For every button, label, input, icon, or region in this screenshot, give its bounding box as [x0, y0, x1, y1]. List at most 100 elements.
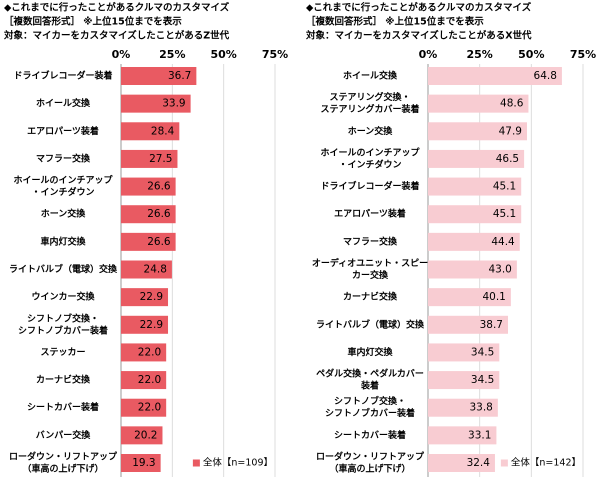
x-tick-label: 75% — [262, 48, 288, 61]
category-label: カーナビ交換 — [36, 374, 91, 386]
category-label: 装着 — [360, 380, 379, 392]
bar — [428, 94, 529, 113]
category-label: ペダル交換・ペダルカバー — [316, 368, 424, 380]
value-label: 20.2 — [134, 429, 157, 441]
value-label: 46.5 — [496, 153, 519, 165]
x-tick-label: 50% — [518, 48, 544, 61]
bar — [121, 232, 176, 251]
category-label: ステアリング交換・ — [329, 91, 410, 103]
category-label: ・インチダウン — [31, 186, 94, 198]
x-tick-label: 0% — [112, 48, 131, 61]
legend-label: 全体【n=142】 — [511, 457, 581, 469]
chart-subtitle: ［複数回答形式］ ※上位15位までを表示 — [4, 16, 182, 28]
bar — [428, 205, 522, 224]
value-label: 34.5 — [471, 374, 494, 386]
category-label: オーディオユニット・スピー — [312, 257, 428, 269]
bar — [121, 67, 197, 85]
bar — [428, 343, 500, 362]
category-label: エアロパーツ装着 — [27, 125, 99, 137]
bar — [428, 454, 495, 472]
bar — [428, 315, 508, 334]
legend-swatch — [192, 459, 200, 467]
chart-title: ◆これまでに行ったことがあるクルマのカスタマイズ — [306, 2, 532, 14]
category-label: シートカバー装着 — [27, 401, 99, 413]
value-label: 22.0 — [138, 374, 161, 386]
value-label: 40.1 — [482, 291, 505, 303]
bar — [121, 149, 178, 168]
category-label: ホイール交換 — [36, 97, 91, 109]
category-label: シフトノブカバー装着 — [325, 407, 415, 419]
chart-title: ◆これまでに行ったことがあるクルマのカスタマイズ — [4, 2, 230, 14]
bar — [428, 398, 498, 417]
x-tick-label: 0% — [419, 48, 438, 61]
value-label: 33.9 — [162, 98, 185, 110]
bar — [121, 371, 167, 390]
bar — [121, 426, 163, 445]
bar — [428, 177, 522, 196]
value-label: 45.1 — [493, 181, 516, 193]
value-label: 19.3 — [132, 457, 155, 469]
bar — [428, 288, 511, 307]
category-label: カー交換 — [352, 269, 389, 281]
bar — [121, 288, 169, 307]
category-label: 車内灯交換 — [40, 235, 86, 247]
chart-subtitle: 対象：マイカーをカスタマイズしたことがあるX世代 — [305, 30, 532, 42]
category-label: （車高の上げ下げ） — [22, 463, 103, 475]
legend-label: 全体【n=109】 — [203, 457, 273, 469]
bar — [121, 177, 176, 196]
value-label: 24.8 — [144, 264, 167, 276]
category-label: シフトノブ交換・ — [334, 395, 406, 407]
value-label: 22.9 — [140, 291, 163, 303]
x-tick-label: 75% — [570, 48, 596, 61]
bar — [428, 232, 520, 251]
value-label: 38.7 — [480, 319, 503, 331]
category-label: シフトノブ交換・ — [27, 312, 99, 324]
bar — [121, 454, 161, 472]
bar — [121, 260, 172, 279]
category-label: シフトノブカバー装着 — [18, 324, 108, 336]
category-label: 車内灯交換 — [347, 346, 393, 358]
category-label: ステアリングカバー装着 — [320, 103, 419, 115]
category-label: シートカバー装着 — [334, 429, 406, 441]
category-label: マフラー交換 — [36, 152, 91, 164]
value-label: 33.1 — [468, 429, 491, 441]
bar — [121, 122, 180, 141]
category-label: バンパー交換 — [36, 429, 91, 441]
category-label: （車高の上げ下げ） — [329, 463, 410, 475]
bar — [428, 371, 500, 390]
value-label: 34.5 — [471, 346, 494, 358]
value-label: 43.0 — [488, 264, 511, 276]
category-label: ホーン交換 — [348, 125, 394, 137]
bar — [121, 205, 176, 224]
value-label: 26.6 — [147, 236, 171, 248]
chart-subtitle: 対象：マイカーをカスタマイズしたことがあるZ世代 — [3, 30, 230, 42]
bar — [121, 343, 167, 362]
category-label: ホーン交換 — [41, 208, 87, 220]
value-label: 32.4 — [467, 457, 491, 469]
category-label: ステッカー — [40, 347, 85, 358]
category-label: ライトバルブ（電球）交換 — [9, 263, 118, 275]
x-tick-label: 50% — [210, 48, 236, 61]
value-label: 33.8 — [469, 402, 492, 414]
category-label: ドライブレコーダー装着 — [320, 180, 419, 192]
category-label: マフラー交換 — [343, 235, 398, 247]
value-label: 47.9 — [499, 125, 522, 137]
value-label: 48.6 — [500, 98, 524, 110]
category-label: カーナビ交換 — [343, 291, 398, 303]
bar — [121, 94, 191, 113]
category-label: ・インチダウン — [338, 158, 401, 170]
value-label: 44.4 — [491, 236, 515, 248]
bar — [428, 260, 517, 279]
bar — [121, 315, 169, 334]
value-label: 27.5 — [149, 153, 172, 165]
x-tick-label: 25% — [466, 48, 492, 61]
value-label: 36.7 — [168, 70, 191, 82]
value-label: 22.0 — [138, 346, 161, 358]
bar — [428, 426, 497, 445]
value-label: 22.0 — [138, 402, 161, 414]
value-label: 26.6 — [147, 181, 171, 193]
legend-swatch — [500, 459, 508, 467]
category-label: ホイールのインチアップ — [320, 146, 420, 158]
category-label: ホイール交換 — [343, 70, 398, 82]
